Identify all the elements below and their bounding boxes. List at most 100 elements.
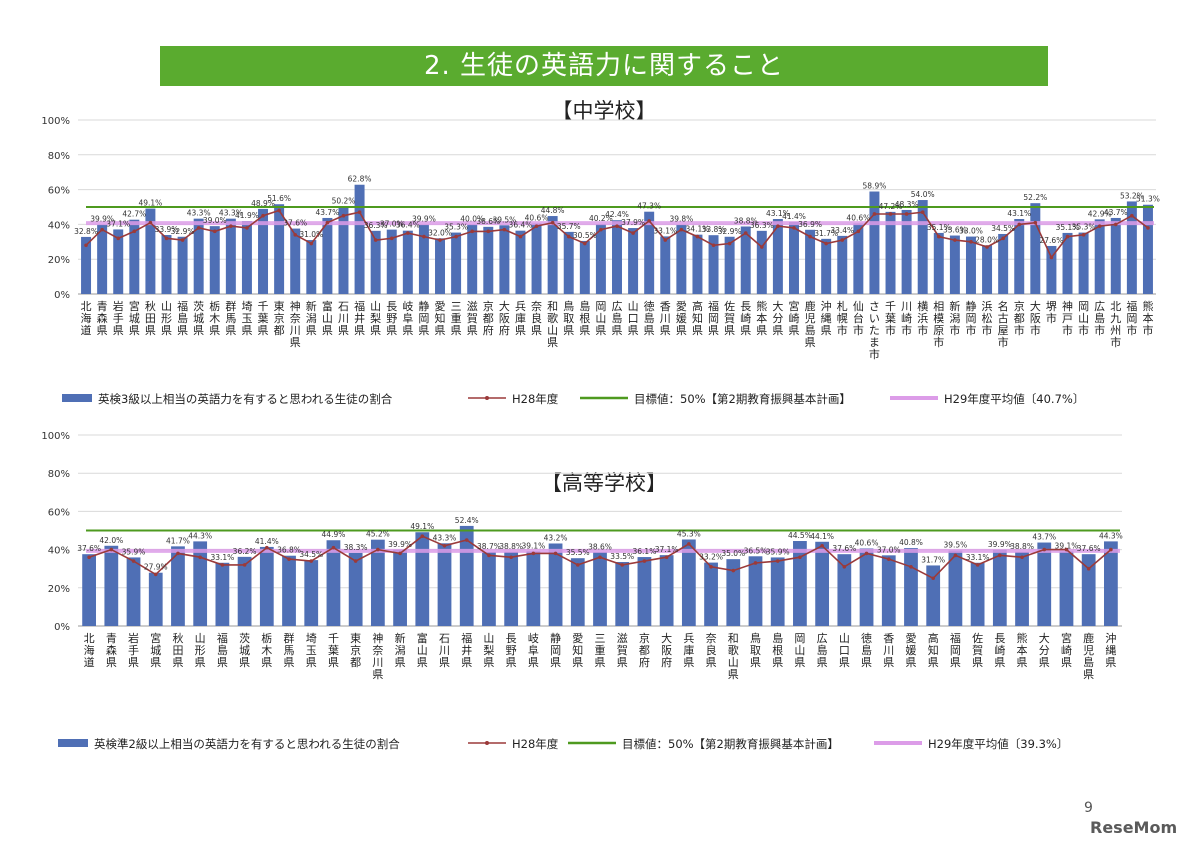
jhs-prev-year-point <box>518 234 523 239</box>
jhs-bar <box>901 209 912 294</box>
jhs-prev-year-point <box>888 212 893 216</box>
jhs-prev-year-point <box>808 234 812 239</box>
jhs-prev-year-point <box>969 240 973 244</box>
hs-bar <box>948 550 963 626</box>
jhs-category-label: 山形県 <box>161 300 172 337</box>
hs-bar <box>992 549 1007 626</box>
hs-data-label: 37.1% <box>655 545 679 554</box>
hs-data-label: 31.7% <box>921 555 945 564</box>
jhs-category-label: 札幌市 <box>837 300 848 337</box>
jhs-bar <box>821 238 832 294</box>
hs-prev-year-point <box>798 555 802 560</box>
jhs-data-label: 34.1% <box>686 225 710 234</box>
hs-bar <box>1059 551 1074 626</box>
hs-bar <box>1081 554 1096 626</box>
jhs-prev-year-point <box>486 229 491 234</box>
jhs-data-label: 32.8% <box>74 227 98 236</box>
hs-prev-year-point <box>242 563 247 567</box>
hs-bar <box>570 558 585 626</box>
hs-data-label: 41.7% <box>166 536 190 545</box>
jhs-prev-year-point <box>856 229 861 234</box>
jhs-prev-year-point <box>1065 234 1070 239</box>
jhs-bar <box>1030 203 1041 294</box>
jhs-prev-year-point <box>389 236 394 241</box>
jhs-bar <box>982 245 993 294</box>
jhs-prev-year-point <box>824 241 828 246</box>
jhs-bar <box>418 224 429 294</box>
jhs-category-label: 福島県 <box>177 299 188 337</box>
jhs-prev-year-point <box>727 241 732 246</box>
jhs-category-label: 鳥取県 <box>563 299 574 337</box>
jhs-data-label: 33.8% <box>702 225 726 234</box>
jhs-prev-year-point <box>615 224 619 228</box>
jhs-data-label: 52.2% <box>1023 193 1047 202</box>
hs-data-label: 49.1% <box>410 522 434 531</box>
jhs-prev-year-point <box>1146 226 1150 230</box>
jhs-bar <box>563 231 574 294</box>
hs-category-label: 秋田県 <box>172 631 183 669</box>
hs-prev-year-point <box>753 561 758 565</box>
hs-prev-year-point <box>265 545 269 550</box>
jhs-prev-year-point <box>776 224 780 228</box>
jhs-category-label: 広島市 <box>1094 300 1105 337</box>
hs-prev-year-point <box>176 551 180 556</box>
hs-bar <box>615 562 630 626</box>
jhs-bar <box>483 226 494 294</box>
jhs-prev-year-point <box>711 243 716 248</box>
jhs-category-label: 北海道 <box>81 300 92 337</box>
hs-prev-year-point <box>509 555 513 560</box>
jhs-prev-year-point <box>164 236 169 241</box>
hs-category-label: 埼玉県 <box>306 631 317 669</box>
jhs-prev-year-point <box>872 212 877 216</box>
hs-bar <box>770 557 785 626</box>
hs-data-label: 37.0% <box>877 545 901 554</box>
jhs-bar <box>209 226 220 294</box>
hs-bar <box>126 557 141 626</box>
jhs-category-label: 堺市 <box>1046 300 1057 325</box>
hs-category-label: 新潟県 <box>395 631 406 669</box>
jhs-y-tick-label: 80% <box>48 151 70 162</box>
hs-data-label: 33.5% <box>610 552 634 561</box>
hs-category-label: 広島県 <box>817 632 828 669</box>
hs-data-label: 44.3% <box>188 531 212 540</box>
hs-data-label: 41.4% <box>255 537 279 546</box>
jhs-category-label: 愛媛県 <box>676 300 687 337</box>
jhs-bar <box>612 220 622 294</box>
jhs-category-label: 宮城県 <box>129 299 140 337</box>
jhs-prev-year-point <box>1017 222 1022 227</box>
jhs-prev-year-point <box>985 245 989 249</box>
jhs-data-label: 43.7% <box>1104 208 1128 217</box>
jhs-data-label: 35.3% <box>1072 223 1096 232</box>
jhs-prev-year-point <box>583 241 587 246</box>
hs-data-label: 35.5% <box>566 548 590 557</box>
jhs-data-label: 39.0% <box>203 216 227 225</box>
hs-category-label: 長崎県 <box>994 632 1005 669</box>
jhs-category-label: 相模原市 <box>933 300 944 349</box>
jhs-bar <box>225 218 236 294</box>
jhs-category-label: 栃木県 <box>209 299 220 337</box>
hs-legend-label: H28年度 <box>512 737 559 751</box>
hs-y-tick-label: 0% <box>54 622 70 633</box>
jhs-bar <box>1110 217 1121 294</box>
jhs-bar <box>724 236 735 294</box>
hs-bar <box>859 548 874 626</box>
jhs-data-label: 36.4% <box>509 221 533 230</box>
jhs-data-label: 51.6% <box>267 194 291 203</box>
jhs-category-label: 青森県 <box>97 300 108 337</box>
hs-category-label: 静岡県 <box>550 631 561 669</box>
jhs-data-label: 50.2% <box>332 197 356 206</box>
jhs-prev-year-point <box>229 224 233 228</box>
jhs-category-label: 宮崎県 <box>788 299 799 337</box>
hs-data-label: 39.5% <box>943 541 967 550</box>
hs-prev-year-point <box>1064 547 1069 552</box>
hs-bar <box>748 556 763 626</box>
jhs-bar <box>386 229 397 294</box>
hs-data-label: 27.9% <box>144 563 168 572</box>
hs-category-label: 岩手県 <box>128 631 139 669</box>
jhs-bar <box>547 216 558 294</box>
jhs-prev-year-point <box>100 227 104 232</box>
hs-prev-year-point <box>864 551 869 556</box>
jhs-category-label: 京都市 <box>1014 299 1025 337</box>
hs-bar <box>259 546 274 626</box>
page-title: 2. 生徒の英語力に関すること <box>160 46 1048 86</box>
